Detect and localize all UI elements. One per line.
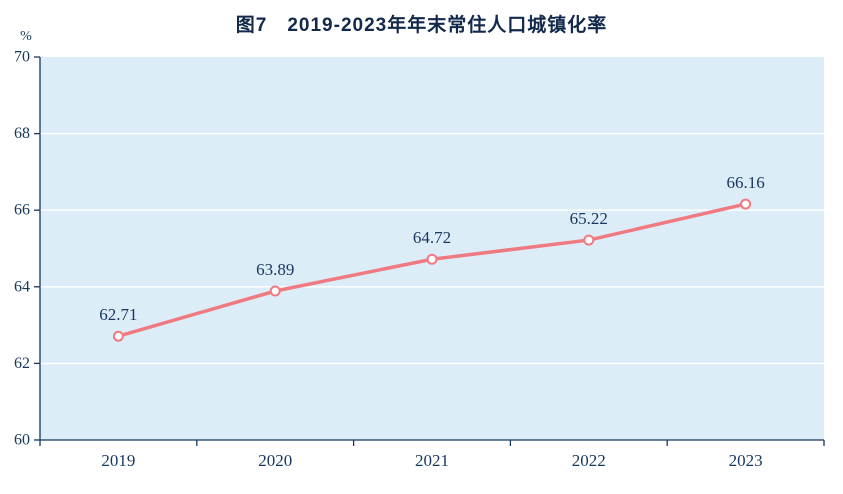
x-category-label: 2019 (101, 451, 135, 470)
data-point-label: 64.72 (413, 228, 451, 247)
chart-title: 图7 2019-2023年年末常住人口城镇化率 (235, 15, 608, 36)
y-tick-label: 66 (14, 202, 30, 219)
x-category-label: 2020 (258, 451, 292, 470)
y-axis-unit-label: % (20, 29, 32, 44)
y-tick-label: 60 (14, 432, 30, 449)
data-point (583, 234, 595, 246)
x-category-label: 2021 (415, 451, 449, 470)
data-point-label: 65.22 (570, 209, 608, 228)
data-point (740, 198, 752, 210)
data-point (112, 330, 124, 342)
data-point-label: 66.16 (726, 173, 764, 192)
data-point-label: 63.89 (256, 260, 294, 279)
y-tick-label: 62 (14, 355, 30, 372)
y-tick-label: 64 (14, 278, 30, 295)
plot-area (40, 57, 824, 440)
x-category-label: 2022 (572, 451, 606, 470)
x-category-label: 2023 (729, 451, 763, 470)
y-tick-label: 68 (14, 125, 30, 142)
data-point (426, 253, 438, 265)
y-tick-label: 70 (14, 49, 30, 66)
data-point (269, 285, 281, 297)
data-point-label: 62.71 (99, 305, 137, 324)
